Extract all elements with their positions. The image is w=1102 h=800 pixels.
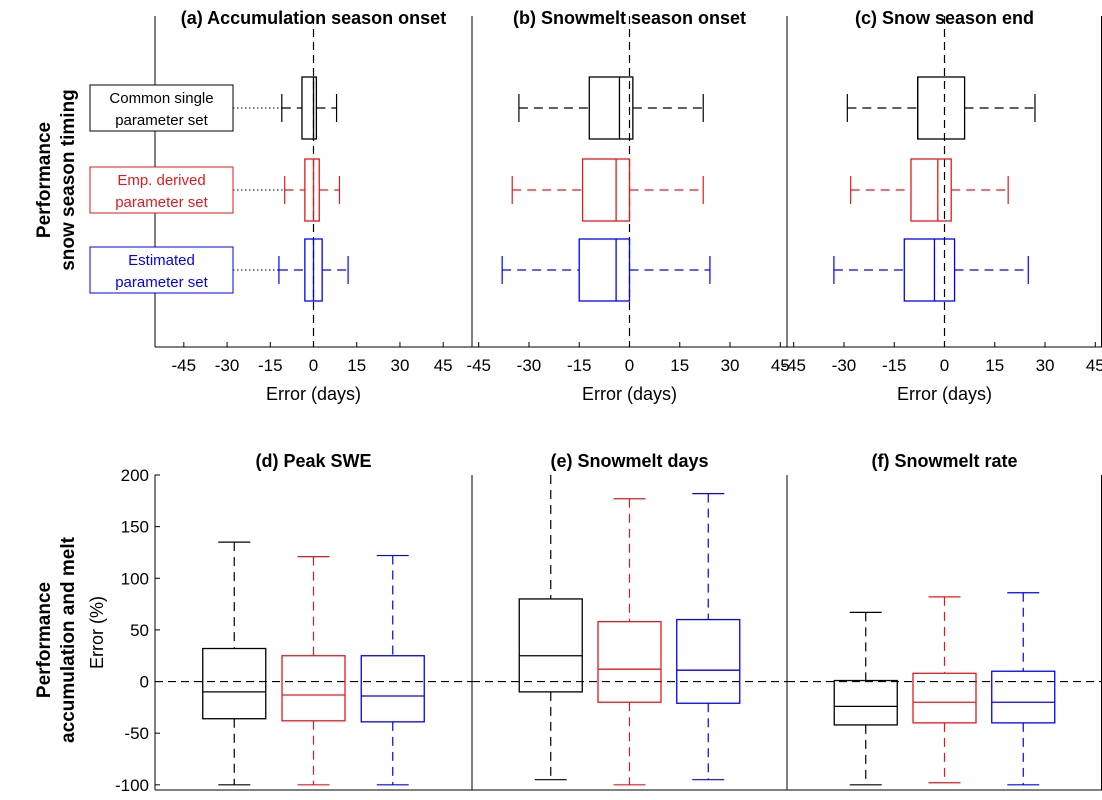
box-iqr xyxy=(304,158,320,222)
series-label-line2: parameter set xyxy=(115,274,208,291)
panel-a-accumulation-onset: (a) Accumulation season onset -45 -30 -15 0 1… xyxy=(89,8,472,404)
box-iqr xyxy=(578,238,631,302)
y-tick-label: 200 xyxy=(121,466,149,485)
x-tick-label: -45 xyxy=(466,356,491,375)
x-tick-label: 15 xyxy=(347,356,366,375)
series-label-box xyxy=(89,166,234,214)
box-iqr xyxy=(903,238,956,302)
series-label-line1: Emp. derived xyxy=(117,172,205,189)
box-iqr xyxy=(518,598,583,693)
y-tick-label: 50 xyxy=(130,621,149,640)
x-tick-label: 30 xyxy=(721,356,740,375)
box-iqr xyxy=(202,647,267,720)
series-label-line1: Common single xyxy=(109,90,213,107)
x-tick-label: 15 xyxy=(985,356,1004,375)
box-iqr xyxy=(597,621,662,703)
bottom-row-label-line1: Performance xyxy=(34,582,55,698)
y-tick-label: -100 xyxy=(115,776,149,795)
box-iqr xyxy=(588,76,634,140)
x-tick-label: 30 xyxy=(1036,356,1055,375)
x-tick-label: -45 xyxy=(172,356,197,375)
series-label-line2: parameter set xyxy=(115,112,208,129)
series-label-line1: Estimated xyxy=(128,252,195,269)
box-iqr xyxy=(991,670,1056,724)
x-tick-label: 15 xyxy=(670,356,689,375)
bottom-row-label-line2: accumulation and melt xyxy=(58,536,79,743)
x-tick-label: 30 xyxy=(390,356,409,375)
top-row-label-line1: Performance xyxy=(34,122,55,238)
box-iqr xyxy=(301,76,318,140)
panel-e-snowmelt-days: (e) Snowmelt days xyxy=(471,451,787,791)
panel-title: (c) Snow season end xyxy=(855,8,1034,28)
x-tick-label: 45 xyxy=(434,356,453,375)
panel-f-snowmelt-rate: (f) Snowmelt rate xyxy=(786,451,1102,791)
x-tick-label: -30 xyxy=(832,356,857,375)
x-tick-label: 45 xyxy=(771,356,790,375)
y-tick-label: -50 xyxy=(124,724,149,743)
x-tick-label: 0 xyxy=(625,356,634,375)
panel-c-snow-season-end: (c) Snow season end -45 -30 -15 0 15 30 45 Error… xyxy=(781,8,1102,404)
x-tick-label: 45 xyxy=(1086,356,1102,375)
panel-title: (f) Snowmelt rate xyxy=(871,451,1017,471)
box-iqr xyxy=(281,655,346,722)
panel-title: (e) Snowmelt days xyxy=(550,451,708,471)
x-tick-label: -30 xyxy=(215,356,240,375)
top-row-label-line2: snow season timing xyxy=(58,89,79,271)
y-axis-label: Error (%) xyxy=(87,596,107,669)
x-tick-label: -45 xyxy=(781,356,806,375)
box-iqr xyxy=(912,672,977,724)
x-tick-label: -15 xyxy=(882,356,907,375)
box-iqr xyxy=(360,655,425,723)
box-iqr xyxy=(581,158,631,222)
x-axis-label: Error (days) xyxy=(897,384,992,404)
box-iqr xyxy=(833,679,898,726)
series-label-box xyxy=(89,84,234,132)
panel-title: (b) Snowmelt season onset xyxy=(513,8,746,28)
box-iqr xyxy=(676,618,741,704)
panel-b-snowmelt-onset: (b) Snowmelt season onset -45 -30 -15 0 15 30 4… xyxy=(466,8,789,404)
panel-title: (d) Peak SWE xyxy=(255,451,371,471)
x-tick-label: -15 xyxy=(567,356,592,375)
x-tick-label: -15 xyxy=(258,356,283,375)
y-tick-label: 150 xyxy=(121,518,149,537)
box-iqr xyxy=(917,76,966,140)
y-tick-label: 0 xyxy=(140,673,149,692)
x-tick-label: 0 xyxy=(940,356,949,375)
x-tick-label: -30 xyxy=(517,356,542,375)
y-tick-label: 100 xyxy=(121,569,149,588)
panel-title: (a) Accumulation season onset xyxy=(181,8,446,28)
x-tick-label: 0 xyxy=(309,356,318,375)
x-axis-label: Error (days) xyxy=(582,384,677,404)
series-label-box xyxy=(89,246,234,294)
panel-d-peak-swe: (d) Peak SWE -100 -50 0 50 100 150 200 Error (%) xyxy=(87,451,472,795)
box-iqr xyxy=(910,158,952,222)
x-axis-label: Error (days) xyxy=(266,384,361,404)
series-label-line2: parameter set xyxy=(115,194,208,211)
